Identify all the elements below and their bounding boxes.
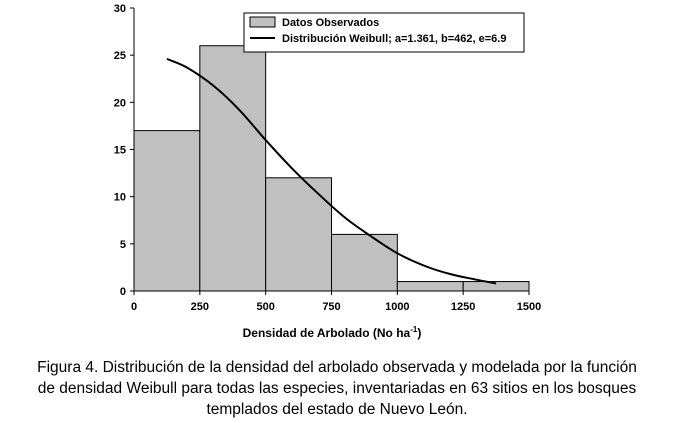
caption-line: Figura 4. Distribución de la densidad de… bbox=[37, 359, 637, 376]
x-tick-label: 500 bbox=[256, 301, 274, 313]
weibull-histogram-chart: 0 5 10 15 20 25 30 0 250 500 750 1000 1250 1500 Dens… bbox=[114, 3, 541, 340]
figure-caption: Figura 4. Distribución de la densidad de… bbox=[0, 357, 674, 420]
y-axis-ticks: 0 5 10 15 20 25 30 bbox=[114, 3, 134, 298]
x-tick-label: 1250 bbox=[451, 301, 475, 313]
x-tick-label: 250 bbox=[191, 301, 209, 313]
legend-box bbox=[243, 12, 525, 53]
x-tick-label: 750 bbox=[322, 301, 340, 313]
weibull-curve bbox=[166, 57, 497, 285]
x-axis-title: Densidad de Arbolado (No ha-1) bbox=[243, 325, 422, 340]
y-tick-label: 5 bbox=[120, 239, 126, 251]
y-tick-label: 30 bbox=[114, 3, 126, 15]
histogram-bar bbox=[133, 130, 201, 292]
histogram-bars bbox=[133, 45, 530, 292]
histogram-bar bbox=[199, 45, 267, 292]
x-axis-ticks: 0 250 500 750 1000 1250 1500 bbox=[131, 291, 541, 313]
legend-label-observed: Datos Observados bbox=[282, 17, 379, 29]
legend-label-weibull: Distribución Weibull; a=1.361, b=462, e=… bbox=[282, 33, 506, 45]
histogram-bar bbox=[331, 233, 398, 292]
y-tick-label: 0 bbox=[120, 286, 126, 298]
x-tick-label: 0 bbox=[131, 301, 137, 313]
y-tick-label: 15 bbox=[114, 145, 126, 157]
histogram-bar bbox=[396, 281, 464, 292]
x-tick-label: 1500 bbox=[517, 301, 541, 313]
x-tick-label: 1000 bbox=[385, 301, 409, 313]
y-tick-label: 10 bbox=[114, 192, 126, 204]
caption-line: de densidad Weibull para todas las espec… bbox=[37, 380, 637, 397]
caption-line: templados del estado de Nuevo León. bbox=[206, 401, 468, 418]
legend-swatch-observed bbox=[249, 16, 276, 28]
y-tick-label: 25 bbox=[114, 50, 126, 62]
y-tick-label: 20 bbox=[114, 97, 126, 109]
chart-legend: Datos Observados Distribución Weibull; a… bbox=[243, 12, 525, 53]
histogram-bar bbox=[265, 177, 332, 292]
